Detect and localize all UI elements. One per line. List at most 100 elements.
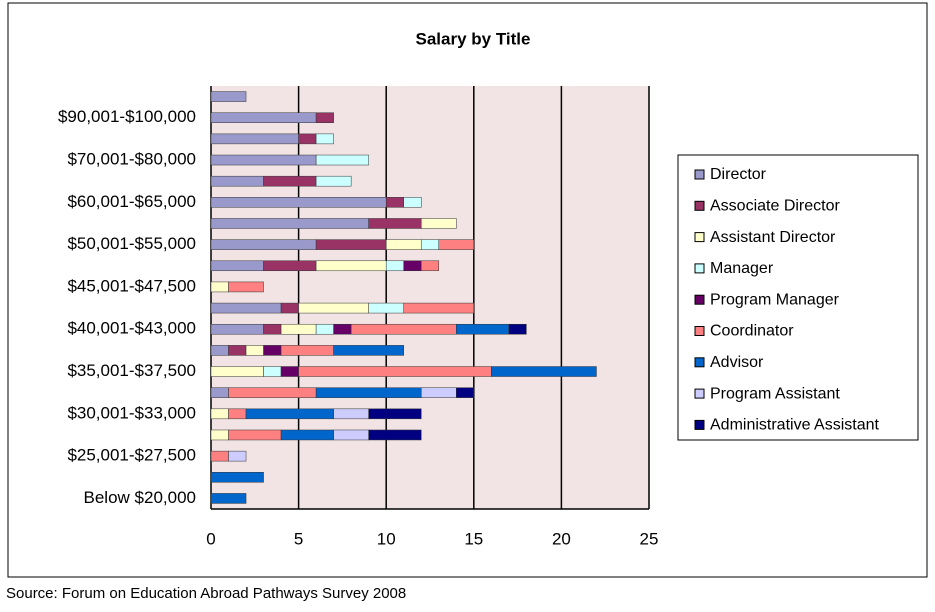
bar-segment <box>315 133 334 145</box>
bar-segment <box>280 345 334 356</box>
legend-swatch <box>694 169 705 180</box>
bar-segment <box>438 239 475 250</box>
source-note: Source: Forum on Education Abroad Pathwa… <box>6 585 406 602</box>
bar-segment <box>228 345 247 356</box>
bar-segment <box>263 175 317 187</box>
bar-segment <box>210 302 282 314</box>
bar-segment <box>280 366 299 377</box>
bar-segment <box>350 323 457 335</box>
bar-segment <box>298 366 492 377</box>
bar-segment <box>368 302 404 314</box>
bar-segment <box>228 429 282 441</box>
y-tick-label: $30,001-$33,000 <box>67 403 196 422</box>
legend-label: Assistant Director <box>710 229 836 246</box>
plot-area <box>211 86 649 509</box>
bar-segment <box>368 218 422 229</box>
x-tick-label: 25 <box>640 529 659 548</box>
bar-segment <box>315 260 387 272</box>
bar-segment <box>315 323 334 335</box>
bar-segment <box>420 387 457 398</box>
legend-swatch <box>694 263 705 274</box>
x-tick-label: 15 <box>464 529 483 548</box>
legend-swatch <box>694 200 705 211</box>
bar-segment <box>315 154 369 166</box>
bar-segment <box>508 323 527 335</box>
bar-segment <box>333 345 404 356</box>
chart-title: Salary by Title <box>416 29 531 48</box>
bar-segment <box>263 260 317 272</box>
x-tick-label: 5 <box>294 529 303 548</box>
y-tick-label: Below $20,000 <box>84 488 196 507</box>
legend-label: Director <box>710 166 767 183</box>
bar-segment <box>403 302 475 314</box>
bar-segment <box>228 387 317 398</box>
bar-segment <box>333 323 352 335</box>
y-tick-label: $90,001-$100,000 <box>58 107 196 126</box>
legend-swatch <box>694 294 705 305</box>
bar-segment <box>280 429 334 441</box>
bar-segment <box>210 133 299 145</box>
y-tick-label: $50,001-$55,000 <box>67 234 196 253</box>
bar-segment <box>210 239 317 250</box>
bar-segment <box>210 260 264 272</box>
bar-segment <box>420 218 457 229</box>
bar-segment <box>456 323 510 335</box>
legend-label: Associate Director <box>710 198 840 215</box>
legend-label: Coordinator <box>710 323 794 340</box>
bar-segment <box>210 91 247 102</box>
bar-segment <box>210 281 229 293</box>
x-tick-label: 0 <box>206 529 215 548</box>
bar-segment <box>210 493 247 504</box>
bar-segment <box>210 366 264 377</box>
bar-segment <box>245 345 264 356</box>
bar-segment <box>228 408 247 420</box>
bar-segment <box>315 239 387 250</box>
bar-segment <box>210 408 229 420</box>
bar-segment <box>228 450 247 462</box>
legend-swatch <box>694 388 705 399</box>
bar-segment <box>315 387 422 398</box>
legend-swatch <box>694 232 705 243</box>
bar-segment <box>456 387 475 398</box>
y-tick-label: $35,001-$37,500 <box>67 361 196 380</box>
y-tick-label: $60,001-$65,000 <box>67 192 196 211</box>
legend <box>677 154 919 441</box>
bar-segment <box>245 408 334 420</box>
y-tick-label: $40,001-$43,000 <box>67 319 196 338</box>
bar-segment <box>385 260 404 272</box>
bar-segment <box>333 408 369 420</box>
bar-segment <box>210 472 264 483</box>
bar-segment <box>210 345 229 356</box>
bar-segment <box>210 154 317 166</box>
x-tick-label: 10 <box>377 529 396 548</box>
bar-segment <box>298 302 369 314</box>
bar-segment <box>210 429 229 441</box>
bar-segment <box>210 218 369 229</box>
bar-segment <box>263 366 282 377</box>
legend-label: Administrative Assistant <box>710 417 880 434</box>
bar-segment <box>228 281 264 293</box>
bar-segment <box>315 175 352 187</box>
bar-segment <box>210 323 264 335</box>
bar-segment <box>210 197 387 208</box>
bar-segment <box>315 112 334 123</box>
x-tick-label: 20 <box>552 529 571 548</box>
bar-segment <box>403 197 422 208</box>
bar-segment <box>210 450 229 462</box>
bar-segment <box>368 429 422 441</box>
legend-label: Program Assistant <box>710 385 840 402</box>
legend-label: Advisor <box>710 354 764 371</box>
y-tick-label: $25,001-$27,500 <box>67 446 196 465</box>
bar-segment <box>298 133 317 145</box>
bar-segment <box>263 345 282 356</box>
legend-label: Manager <box>710 260 774 277</box>
legend-swatch <box>694 419 705 430</box>
y-tick-label: $70,001-$80,000 <box>67 150 196 169</box>
bar-segment <box>280 323 317 335</box>
bar-segment <box>385 239 422 250</box>
bar-segment <box>385 197 404 208</box>
bar-segment <box>333 429 369 441</box>
y-tick-label: $45,001-$47,500 <box>67 276 196 295</box>
